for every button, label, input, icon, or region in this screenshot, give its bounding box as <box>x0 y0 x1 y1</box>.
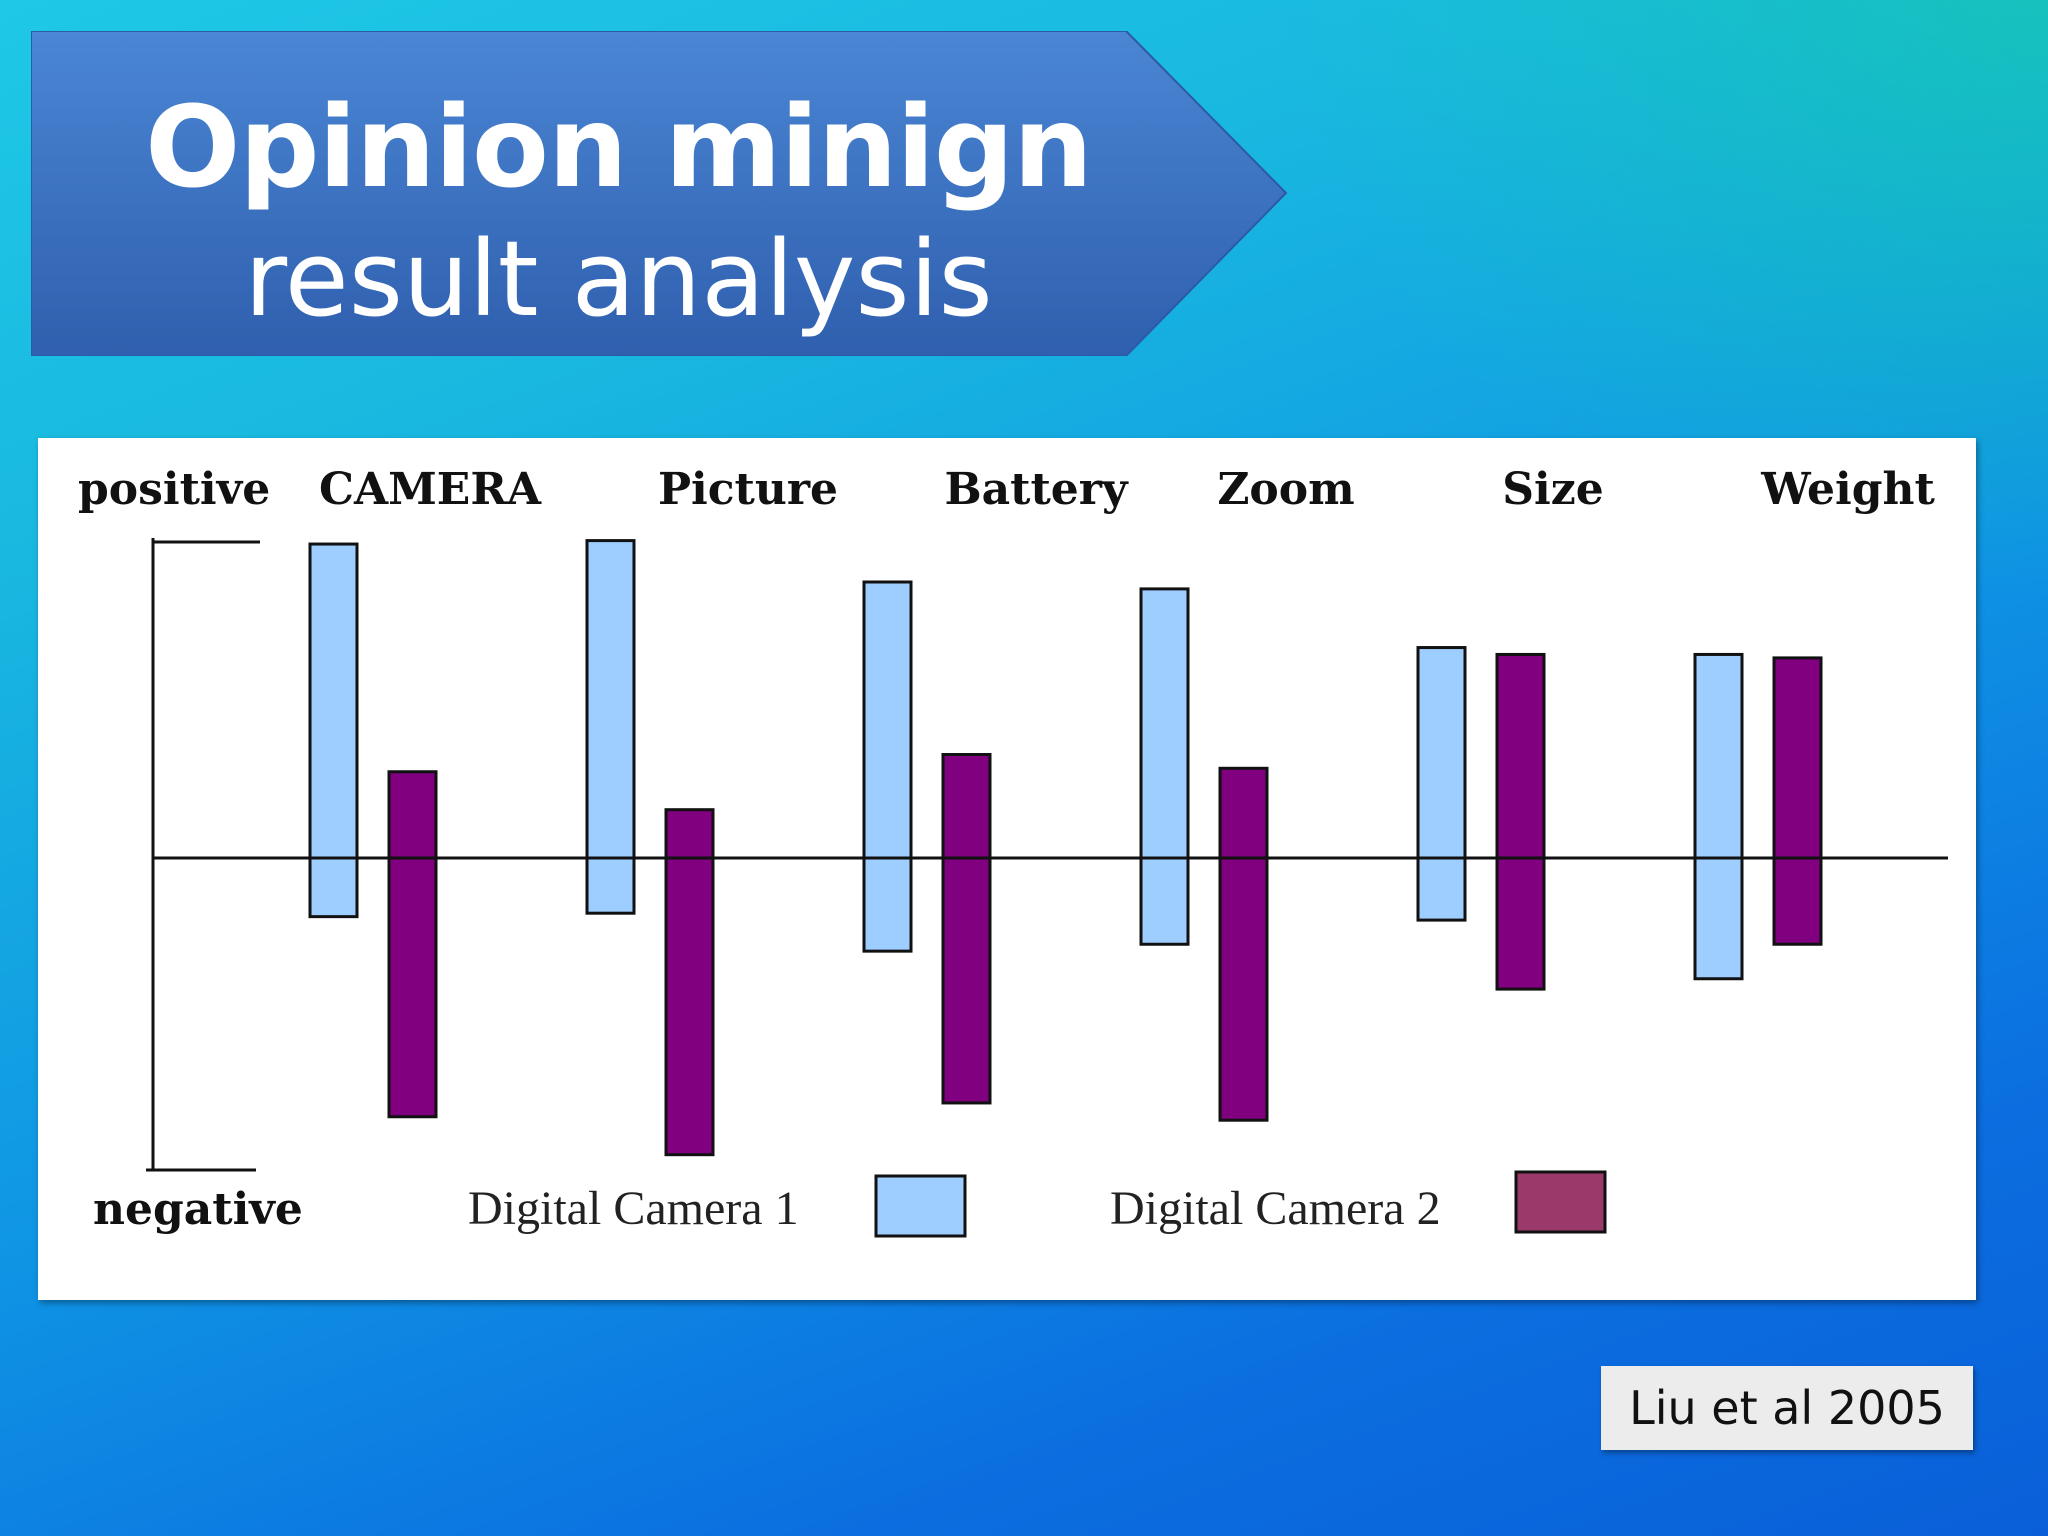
category-label-camera: CAMERA <box>319 464 542 515</box>
bar-weight-camera-2 <box>1772 656 1823 946</box>
bar-zoom-camera-1 <box>1139 587 1190 946</box>
bar-battery-camera-1 <box>862 580 913 953</box>
legend: Digital Camera 1 Digital Camera 2 <box>468 1170 1607 1238</box>
citation-box: Liu et al 2005 <box>1601 1366 1973 1450</box>
category-label-battery: Battery <box>944 464 1129 515</box>
bar-size-camera-2 <box>1495 652 1546 991</box>
category-label-size: Size <box>1502 464 1603 515</box>
bar-camera-camera-2 <box>387 770 438 1119</box>
opinion-chart: positive negative CAMERA Picture Battery Zo… <box>78 464 1948 1238</box>
legend-label-camera-1: Digital Camera 1 <box>468 1182 799 1235</box>
legend-swatch-camera-1 <box>874 1174 967 1238</box>
bars-layer <box>308 539 1823 1157</box>
bar-picture-camera-2 <box>664 808 715 1157</box>
category-label-zoom: Zoom <box>1217 464 1354 515</box>
bar-battery-camera-2 <box>941 753 992 1105</box>
axis-label-positive: positive <box>78 464 270 515</box>
slide-title: Opinion minign <box>145 83 1093 213</box>
bar-size-camera-1 <box>1416 646 1467 922</box>
category-labels: CAMERA Picture Battery Zoom Size Weight <box>319 464 1936 515</box>
category-label-picture: Picture <box>658 464 838 515</box>
chart-panel: positive negative CAMERA Picture Battery Zo… <box>38 438 1976 1300</box>
legend-swatch-camera-2 <box>1514 1170 1607 1234</box>
axis-label-negative: negative <box>93 1184 303 1235</box>
slide-subtitle: result analysis <box>244 218 993 340</box>
category-label-weight: Weight <box>1760 464 1935 515</box>
bar-weight-camera-1 <box>1693 652 1744 981</box>
bar-camera-camera-1 <box>308 542 359 919</box>
bar-picture-camera-1 <box>585 539 636 915</box>
title-banner: Opinion minign result analysis <box>31 31 1289 356</box>
legend-label-camera-2: Digital Camera 2 <box>1110 1182 1441 1235</box>
bar-zoom-camera-2 <box>1218 766 1269 1122</box>
banner-shape <box>31 31 1288 356</box>
